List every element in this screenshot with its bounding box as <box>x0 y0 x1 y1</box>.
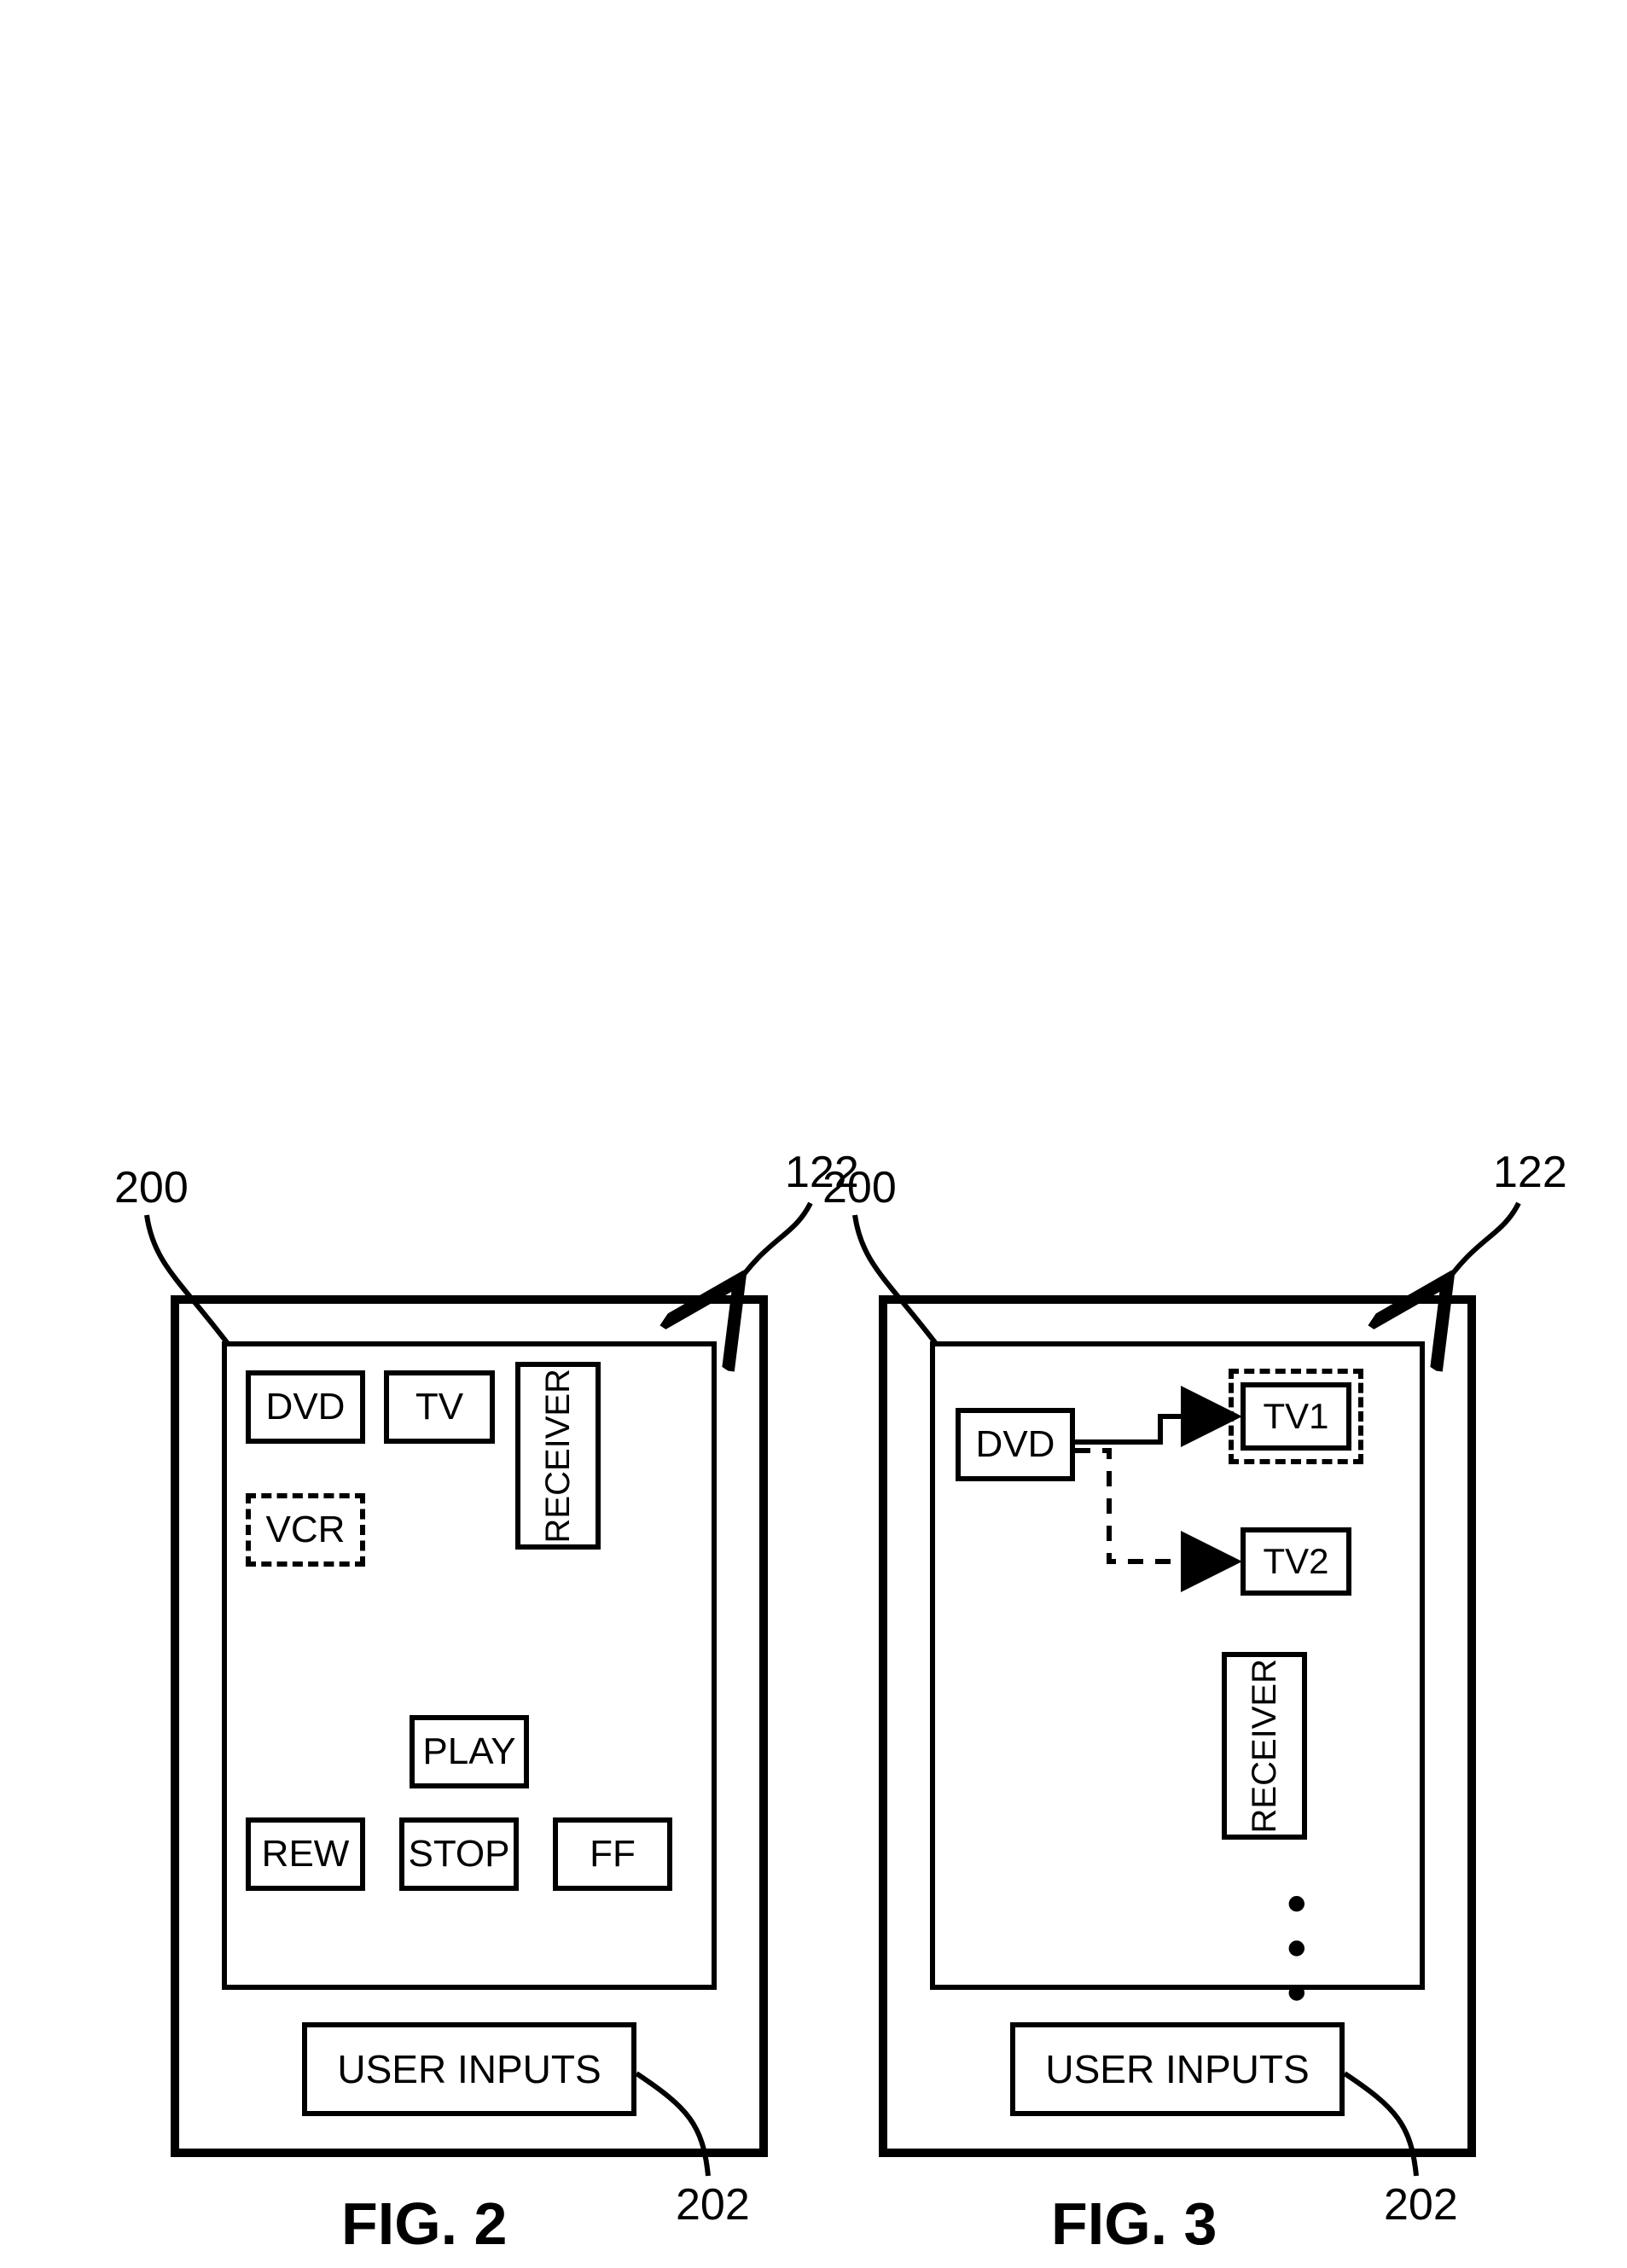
fig2-node-ff-label: FF <box>590 1833 636 1875</box>
ref-label-200-fig2: 200 <box>114 1162 189 1213</box>
fig3-node-receiver: RECEIVER <box>1222 1652 1307 1840</box>
fig3-ellipsis: • • • <box>1264 1889 1328 2015</box>
fig2-node-stop-label: STOP <box>408 1833 509 1875</box>
fig3-node-tv2-label: TV2 <box>1263 1541 1328 1582</box>
fig2-caption: FIG. 2 <box>341 2189 507 2258</box>
fig3-node-dvd-label: DVD <box>976 1423 1055 1466</box>
fig2-node-receiver: RECEIVER <box>515 1362 601 1550</box>
fig2-node-rew: REW <box>246 1817 365 1891</box>
fig3-user-inputs: USER INPUTS <box>1010 2022 1345 2116</box>
ref-label-202-fig2: 202 <box>676 2179 750 2230</box>
fig2-user-inputs: USER INPUTS <box>302 2022 636 2116</box>
ref-label-200-fig3: 200 <box>822 1162 897 1213</box>
ref-label-122-fig3: 122 <box>1493 1147 1567 1198</box>
fig2-node-receiver-label: RECEIVER <box>539 1369 578 1544</box>
fig2-node-dvd-label: DVD <box>266 1386 346 1428</box>
fig3-node-tv1: TV1 <box>1241 1382 1351 1451</box>
fig3-node-tv1-label: TV1 <box>1263 1396 1328 1437</box>
fig2-node-rew-label: REW <box>262 1833 350 1875</box>
fig3-node-tv2: TV2 <box>1241 1527 1351 1596</box>
ref-label-202-fig3: 202 <box>1384 2179 1458 2230</box>
fig3-caption: FIG. 3 <box>1051 2189 1217 2258</box>
fig2-node-ff: FF <box>553 1817 672 1891</box>
fig2-node-play-label: PLAY <box>422 1730 515 1773</box>
fig2-node-tv: TV <box>384 1370 495 1444</box>
fig3-node-dvd: DVD <box>956 1408 1075 1481</box>
fig2-user-inputs-label: USER INPUTS <box>337 2046 601 2092</box>
fig2-node-vcr: VCR <box>246 1493 365 1567</box>
fig2-node-tv-label: TV <box>415 1386 463 1428</box>
fig2-node-stop: STOP <box>399 1817 519 1891</box>
fig2-node-play: PLAY <box>410 1715 529 1788</box>
fig2-node-dvd: DVD <box>246 1370 365 1444</box>
fig2-node-vcr-label: VCR <box>266 1509 346 1551</box>
fig3-node-receiver-label: RECEIVER <box>1246 1659 1284 1834</box>
fig3-user-inputs-label: USER INPUTS <box>1045 2046 1309 2092</box>
